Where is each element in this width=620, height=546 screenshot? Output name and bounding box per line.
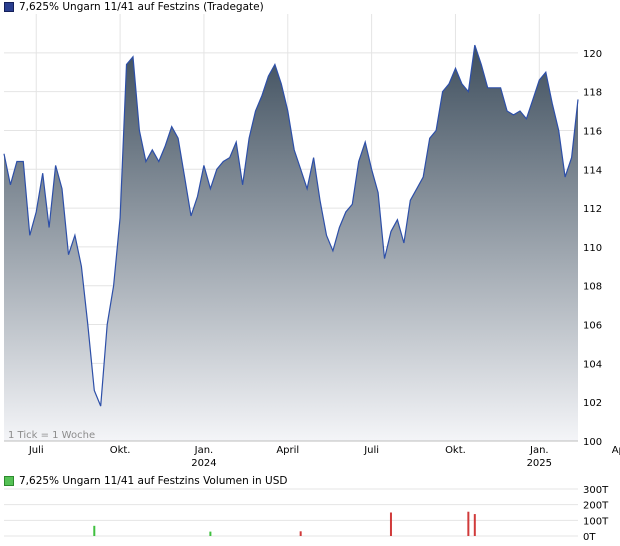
volume-y-tick-label: 300T (583, 485, 609, 496)
price-x-tick-label: Okt. (445, 445, 466, 456)
price-y-tick-label: 104 (583, 359, 602, 370)
volume-bar (209, 531, 212, 536)
price-y-tick-label: 110 (583, 243, 602, 254)
tick-interval-note: 1 Tick = 1 Woche (8, 430, 95, 441)
price-area (4, 45, 578, 441)
volume-bars (93, 511, 476, 536)
volume-legend-label: 7,625% Ungarn 11/41 auf Festzins Volumen… (19, 475, 288, 487)
volume-bar (467, 511, 470, 536)
volume-y-axis: 0T 100T 200T 300T (583, 485, 609, 543)
price-x-tick-label: Okt. (110, 445, 131, 456)
price-line (3, 44, 579, 407)
price-x-tick-label: Jan. (194, 445, 214, 456)
volume-legend-swatch (4, 476, 14, 486)
price-y-tick-label: 114 (583, 165, 602, 176)
price-y-axis: 100 102 104 106 108 110 112 114 116 118 120 (583, 49, 602, 448)
price-y-tick-label: 100 (583, 437, 602, 448)
price-x-year-label: 2025 (527, 458, 552, 469)
price-x-tick-label: April (612, 445, 620, 456)
price-x-tick-label: Juli (363, 445, 379, 456)
price-y-tick-label: 112 (583, 204, 602, 215)
price-y-tick-label: 106 (583, 321, 602, 332)
volume-bar (299, 531, 302, 536)
price-x-tick-label: Jan. (529, 445, 549, 456)
volume-y-tick-label: 0T (583, 532, 596, 543)
volume-legend: 7,625% Ungarn 11/41 auf Festzins Volumen… (4, 474, 287, 488)
price-y-tick-label: 102 (583, 398, 602, 409)
volume-bar (389, 512, 392, 536)
volume-y-tick-label: 100T (583, 516, 609, 527)
price-x-axis: Juli Okt. Jan. 2024 April Juli Okt. Jan. 2025 Apr… (28, 445, 620, 469)
price-x-tick-label: April (276, 445, 299, 456)
price-legend-label: 7,625% Ungarn 11/41 auf Festzins (Tradeg… (19, 1, 264, 13)
volume-grid (4, 488, 578, 537)
volume-y-tick-label: 200T (583, 501, 609, 512)
price-x-tick-label: Juli (28, 445, 44, 456)
price-legend: 7,625% Ungarn 11/41 auf Festzins (Tradeg… (4, 0, 264, 14)
price-y-tick-label: 116 (583, 126, 602, 137)
price-x-year-label: 2024 (191, 458, 216, 469)
price-legend-swatch (4, 2, 14, 12)
price-y-tick-label: 108 (583, 282, 602, 293)
price-y-tick-label: 118 (583, 88, 602, 99)
price-y-tick-label: 120 (583, 49, 602, 60)
volume-bar (93, 525, 96, 536)
volume-bar (473, 514, 476, 536)
